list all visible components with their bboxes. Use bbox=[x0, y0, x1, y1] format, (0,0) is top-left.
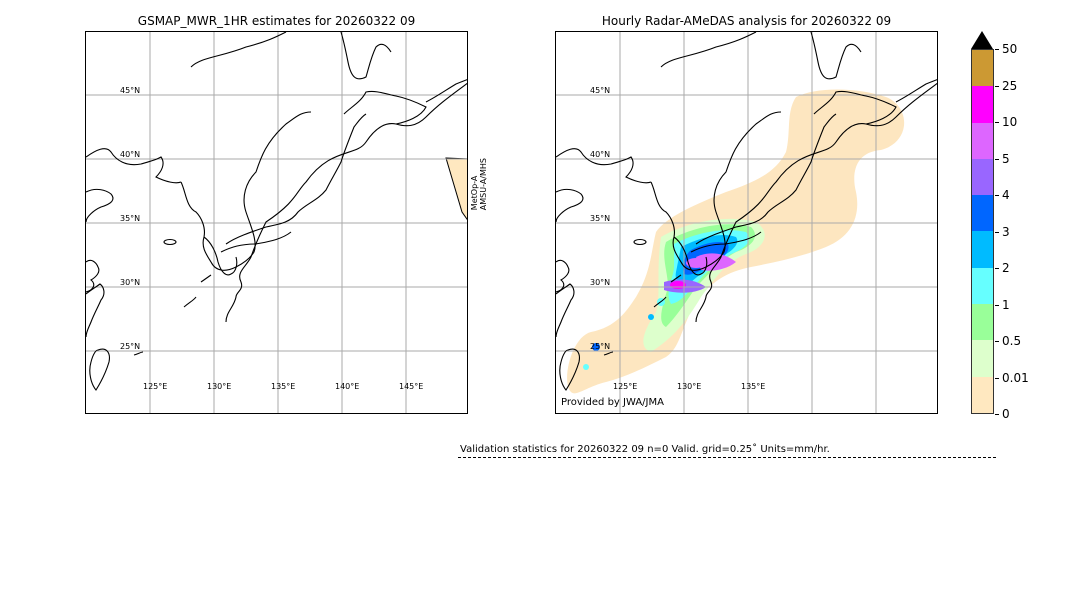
colorbar-tick: 3 bbox=[995, 225, 1010, 239]
colorbar-tick: 2 bbox=[995, 261, 1010, 275]
colorbar-tick: 0 bbox=[995, 407, 1010, 421]
colorbar-seg-0.01-0.5 bbox=[972, 340, 993, 377]
satellite-swath bbox=[445, 157, 467, 221]
right-map: 45°N 40°N 35°N 30°N 25°N 125°E 130°E 135… bbox=[555, 31, 938, 414]
coastlines bbox=[556, 32, 937, 391]
colorbar-tick: 0.5 bbox=[995, 334, 1021, 348]
colorbar-seg-1-2 bbox=[972, 267, 993, 305]
sensor-name: AMSU-A/MHS bbox=[479, 158, 488, 211]
lat-label-25: 25°N bbox=[590, 342, 611, 351]
colorbar-tick: 10 bbox=[995, 115, 1017, 129]
colorbar-seg-10-25 bbox=[972, 86, 993, 123]
lat-label-30: 30°N bbox=[590, 278, 611, 287]
lon-label-140: 140°E bbox=[335, 382, 360, 391]
colorbar-seg-0.5-1 bbox=[972, 304, 993, 341]
lat-label-35: 35°N bbox=[120, 214, 141, 223]
colorbar-seg-3-4 bbox=[972, 195, 993, 232]
colorbar bbox=[971, 49, 994, 414]
colorbar-seg-5-10 bbox=[972, 122, 993, 159]
validation-statistics: Validation statistics for 20260322 09 n=… bbox=[460, 444, 830, 455]
lon-label-125: 125°E bbox=[613, 382, 638, 391]
lat-label-45: 45°N bbox=[590, 86, 611, 95]
left-map: 45°N 40°N 35°N 30°N 25°N 125°E 130°E 135… bbox=[85, 31, 468, 414]
lon-label-130: 130°E bbox=[207, 382, 232, 391]
precipitation-field bbox=[567, 89, 905, 394]
satellite-label: MetOp-A AMSU-A/MHS bbox=[470, 158, 488, 210]
lat-label-30: 30°N bbox=[120, 278, 141, 287]
colorbar-tick: 0.01 bbox=[995, 371, 1029, 385]
lat-label-40: 40°N bbox=[590, 150, 611, 159]
lon-label-130: 130°E bbox=[677, 382, 702, 391]
left-map-title: GSMAP_MWR_1HR estimates for 20260322 09 bbox=[137, 14, 416, 28]
data-credit: Provided by JWA/JMA bbox=[561, 397, 664, 408]
coastlines bbox=[86, 32, 467, 391]
colorbar-seg-25-50 bbox=[972, 50, 993, 87]
lat-label-35: 35°N bbox=[590, 214, 611, 223]
grid-lines bbox=[86, 32, 467, 413]
left-map-canvas bbox=[86, 32, 467, 413]
right-map-title: Hourly Radar-AMeDAS analysis for 2026032… bbox=[601, 14, 892, 28]
colorbar-seg-0-0.01 bbox=[972, 376, 993, 413]
dashed-divider bbox=[458, 457, 996, 458]
colorbar-seg-4-5 bbox=[972, 158, 993, 196]
colorbar-tick: 25 bbox=[995, 79, 1017, 93]
satellite-name: MetOp-A bbox=[470, 175, 479, 211]
lat-label-45: 45°N bbox=[120, 86, 141, 95]
lon-label-135: 135°E bbox=[271, 382, 296, 391]
grid-lines bbox=[556, 32, 937, 413]
colorbar-extend-arrow bbox=[971, 31, 993, 49]
colorbar-tick: 1 bbox=[995, 298, 1010, 312]
right-map-canvas bbox=[556, 32, 937, 413]
colorbar-tick: 50 bbox=[995, 42, 1017, 56]
lat-label-25: 25°N bbox=[120, 342, 141, 351]
colorbar-tick: 5 bbox=[995, 152, 1010, 166]
colorbar-tick: 4 bbox=[995, 188, 1010, 202]
colorbar-seg-2-3 bbox=[972, 231, 993, 268]
lon-label-145: 145°E bbox=[399, 382, 424, 391]
lat-label-40: 40°N bbox=[120, 150, 141, 159]
lon-label-125: 125°E bbox=[143, 382, 168, 391]
lon-label-135: 135°E bbox=[741, 382, 766, 391]
